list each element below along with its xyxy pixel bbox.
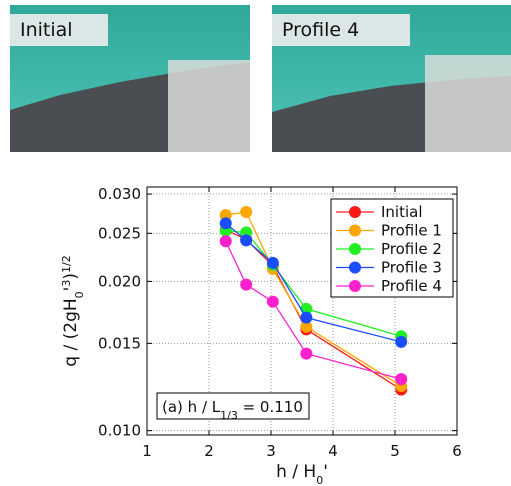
y-tick-label: 0.025 — [98, 224, 141, 242]
photo-initial: Initial — [10, 5, 250, 152]
legend-marker — [349, 206, 361, 218]
annotation-part: 1/3 — [220, 409, 238, 422]
x-tick-label: 6 — [452, 442, 462, 460]
x-tick-label: 3 — [266, 442, 276, 460]
y-tick-label: 0.020 — [98, 272, 141, 290]
legend-marker — [349, 280, 361, 292]
data-point — [395, 335, 408, 348]
y-axis-label: q / (2gH0'3)1/2 — [60, 255, 86, 366]
y-axis-label-part: ' — [61, 287, 81, 292]
data-point — [300, 320, 313, 333]
legend-label: Profile 2 — [381, 240, 442, 258]
data-point — [266, 256, 279, 269]
data-point — [300, 311, 313, 324]
legend-label: Profile 4 — [381, 277, 442, 295]
x-axis-label-part: ' — [323, 462, 328, 482]
legend-label: Profile 3 — [381, 259, 442, 277]
x-axis-label-part: h / H — [276, 462, 316, 482]
photo-profile-4: Profile 4 — [272, 5, 511, 152]
data-point — [240, 278, 253, 291]
annotation-part: (a) h / L — [162, 398, 221, 416]
y-axis-label-part: 3 — [60, 280, 73, 287]
y-tick-label: 0.030 — [98, 185, 141, 203]
data-point — [219, 217, 232, 230]
y-axis-label-part: 0 — [73, 291, 86, 298]
data-point — [395, 373, 408, 386]
legend-marker — [349, 261, 361, 274]
data-point — [219, 235, 232, 248]
legend-label: Profile 1 — [381, 222, 442, 240]
data-point — [300, 347, 313, 360]
y-axis-label-part: 1/2 — [60, 255, 73, 273]
data-point — [240, 234, 253, 247]
legend-marker — [349, 243, 361, 255]
annotation-box — [156, 392, 310, 420]
data-point — [266, 295, 279, 308]
annotation: (a) h / L1/3 = 0.110 — [162, 398, 303, 422]
x-tick-label: 4 — [328, 442, 338, 460]
x-tick-label: 5 — [390, 442, 400, 460]
photo-label: Initial — [20, 19, 73, 41]
y-axis-label-part: q / (2gH — [61, 298, 81, 366]
x-axis-label: h / H0' — [276, 462, 328, 486]
x-tick-label: 2 — [204, 442, 214, 460]
plot-frame — [146, 186, 458, 436]
data-point — [240, 206, 253, 219]
y-tick-label: 0.010 — [98, 422, 141, 440]
legend-label: Initial — [381, 203, 423, 221]
x-axis-label-part: 0 — [316, 474, 323, 486]
y-axis-label-part: ) — [61, 273, 81, 280]
y-tick-label: 0.015 — [98, 334, 141, 352]
legend-marker — [349, 224, 361, 237]
x-tick-label: 1 — [142, 442, 152, 460]
photo-label: Profile 4 — [282, 19, 359, 41]
annotation-part: = 0.110 — [238, 398, 303, 416]
